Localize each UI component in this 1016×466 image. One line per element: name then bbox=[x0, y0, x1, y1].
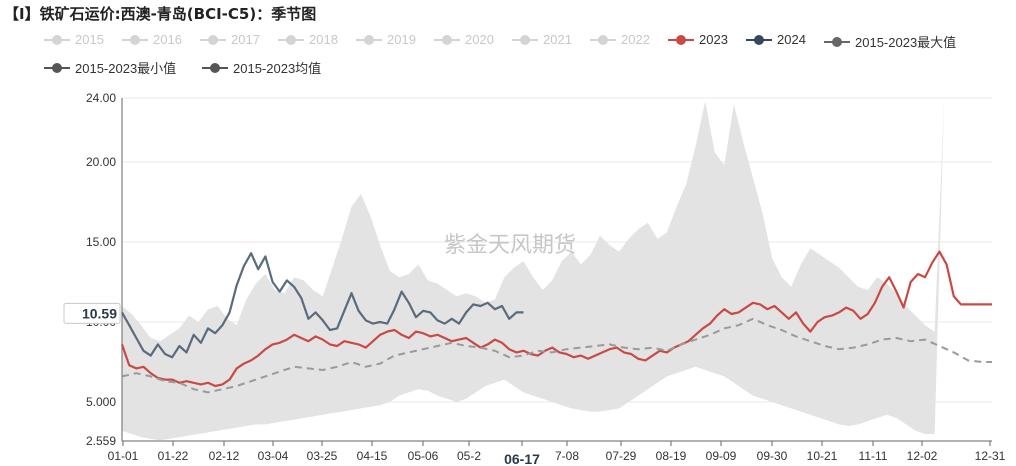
x-tick-label: 02-12 bbox=[209, 449, 240, 463]
legend-label: 2019 bbox=[387, 32, 416, 47]
legend-item-9[interactable]: 2024 bbox=[746, 32, 806, 47]
legend-marker-icon bbox=[44, 62, 70, 74]
y-highlight-label: 10.59 bbox=[82, 305, 117, 321]
legend-item-8[interactable]: 2023 bbox=[668, 32, 728, 47]
x-tick-label: 7-08 bbox=[555, 449, 579, 463]
legend-marker-icon bbox=[824, 36, 850, 48]
legend-item-1[interactable]: 2016 bbox=[122, 32, 182, 47]
legend-item-7[interactable]: 2022 bbox=[590, 32, 650, 47]
legend-item-6[interactable]: 2021 bbox=[512, 32, 572, 47]
legend-marker-icon bbox=[356, 34, 382, 46]
legend-label: 2023 bbox=[699, 32, 728, 47]
legend-marker-icon bbox=[512, 34, 538, 46]
legend-item-10[interactable]: 2015-2023最大值 bbox=[824, 32, 956, 51]
y-highlight-box bbox=[63, 302, 121, 324]
x-tick-label: 03-04 bbox=[258, 449, 289, 463]
legend-label: 2022 bbox=[621, 32, 650, 47]
x-tick-label: 05-06 bbox=[408, 449, 439, 463]
x-tick-label: 09-09 bbox=[706, 449, 737, 463]
watermark: 紫金天风期货 bbox=[444, 233, 576, 258]
legend-label: 2015-2023最大值 bbox=[855, 35, 957, 50]
y-tick-label: 24.00 bbox=[86, 91, 116, 105]
x-tick-label: 09-30 bbox=[757, 449, 788, 463]
legend-marker-icon bbox=[434, 34, 460, 46]
legend-marker-icon bbox=[746, 34, 772, 46]
legend-item-4[interactable]: 2019 bbox=[356, 32, 416, 47]
legend-marker-icon bbox=[202, 62, 228, 74]
x-tick-highlight-label: 06-17 bbox=[504, 451, 540, 466]
legend-marker-icon bbox=[44, 34, 70, 46]
x-tick-label: 05-2 bbox=[457, 449, 481, 463]
legend-item-2[interactable]: 2017 bbox=[200, 32, 260, 47]
legend-label: 2017 bbox=[231, 32, 260, 47]
x-tick-label: 10-21 bbox=[807, 449, 838, 463]
series-line-0 bbox=[120, 250, 992, 388]
y-tick-label: 2.559 bbox=[86, 434, 116, 448]
legend-marker-icon bbox=[590, 34, 616, 46]
legend-row-2: 2015-2023最小值 2015-2023均值 bbox=[44, 58, 1004, 84]
y-tick-label: 20.00 bbox=[86, 155, 116, 169]
x-tick-label: 12-31 bbox=[975, 449, 1006, 463]
x-tick-label: 08-19 bbox=[656, 449, 687, 463]
legend-marker-icon bbox=[122, 34, 148, 46]
legend-label: 2021 bbox=[543, 32, 572, 47]
legend-label: 2015-2023最小值 bbox=[75, 61, 177, 76]
legend-item-5[interactable]: 2020 bbox=[434, 32, 494, 47]
x-tick-label: 07-29 bbox=[606, 449, 637, 463]
x-tick-label: 03-25 bbox=[307, 449, 338, 463]
legend-item-r2-0[interactable]: 2015-2023最小值 bbox=[44, 58, 176, 77]
legend-marker-icon bbox=[668, 34, 694, 46]
legend-marker-icon bbox=[200, 34, 226, 46]
x-tick-label: 11-11 bbox=[859, 449, 888, 463]
legend-item-r2-1[interactable]: 2015-2023均值 bbox=[202, 58, 321, 77]
range-band-area bbox=[122, 98, 992, 441]
legend-row-1: 2015 2016 2017 2018 2019 2020 2021 2022 2023 2024… bbox=[44, 32, 1004, 58]
legend-marker-icon bbox=[278, 34, 304, 46]
y-tick-label: 15.00 bbox=[86, 235, 116, 249]
legend-label: 2018 bbox=[309, 32, 338, 47]
legend-label: 2020 bbox=[465, 32, 494, 47]
legend-label: 2015-2023均值 bbox=[233, 61, 322, 76]
y-tick-label: 5.000 bbox=[86, 395, 116, 409]
x-tick-label: 12-02 bbox=[907, 449, 938, 463]
series-line-2 bbox=[121, 317, 992, 394]
x-tick-label: 04-15 bbox=[357, 449, 388, 463]
legend-item-0[interactable]: 2015 bbox=[44, 32, 104, 47]
x-tick-label: 01-22 bbox=[158, 449, 189, 463]
series-line-1 bbox=[121, 252, 524, 359]
chart-title: 【I】铁矿石运价:西澳-青岛(BCI-C5)：季节图 bbox=[4, 5, 317, 23]
legend: 2015 2016 2017 2018 2019 2020 2021 2022 2023 2024… bbox=[44, 32, 1004, 84]
x-tick-label: 01-01 bbox=[108, 449, 139, 463]
legend-label: 2016 bbox=[153, 32, 182, 47]
legend-label: 2015 bbox=[75, 32, 104, 47]
legend-label: 2024 bbox=[777, 32, 806, 47]
legend-item-3[interactable]: 2018 bbox=[278, 32, 338, 47]
